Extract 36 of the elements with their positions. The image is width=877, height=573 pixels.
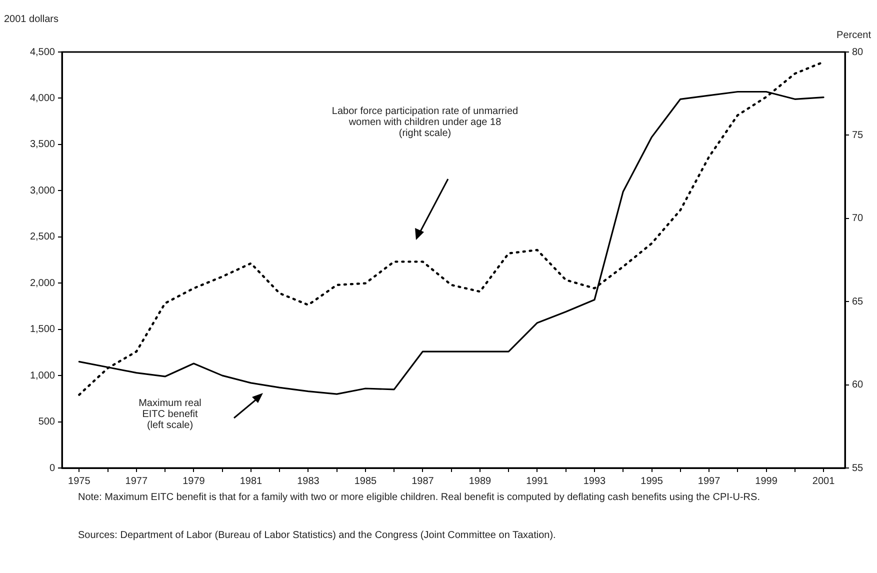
- y2-tick-label: 70: [852, 213, 864, 224]
- y2-tick-label: 60: [852, 380, 864, 391]
- x-tick-label: 1991: [526, 476, 549, 487]
- x-tick-label: 1977: [125, 476, 148, 487]
- x-tick-label: 1983: [297, 476, 320, 487]
- y2-tick-label: 65: [852, 296, 864, 308]
- y2-axis-title: Percent: [836, 30, 871, 41]
- x-tick-label: 1997: [698, 476, 721, 487]
- y2-tick-label: 55: [852, 462, 864, 474]
- x-tick-label: 1987: [412, 476, 434, 487]
- x-tick-label: 1979: [182, 476, 206, 487]
- x-tick-label: 1993: [583, 476, 606, 487]
- x-tick-label: 1995: [640, 476, 664, 487]
- annotation: Labor force participation rate of unmarried women with children under age 18 (right scale): [330, 106, 520, 139]
- y-axis-title: 2001 dollars: [4, 14, 58, 25]
- y-tick-label: 1,500: [30, 324, 56, 336]
- x-tick-label: 1989: [468, 476, 492, 487]
- text: Note: Maximum EITC benefit is that for a family with two or more eligible children. Real benefit is computed by deflating cash benefits using the CPI-U-RS.: [78, 492, 761, 503]
- annotation: Maximum real EITC benefit (left scale): [138, 398, 202, 431]
- x-tick-label: 1985: [354, 476, 378, 487]
- y-tick-label: 4,000: [30, 92, 56, 104]
- y-tick-label: 0: [49, 462, 56, 474]
- y-tick-label: 1,000: [30, 370, 56, 382]
- y-tick-label: 2,500: [30, 232, 56, 243]
- x-tick-label: 1975: [68, 476, 91, 487]
- y-tick-label: 3,000: [30, 185, 56, 196]
- y2-tick-label: 80: [852, 46, 864, 58]
- y-tick-label: 2,000: [30, 278, 56, 289]
- x-tick-label: 1999: [755, 476, 778, 487]
- x-tick-label: 1981: [240, 476, 263, 487]
- source-note: Sources: Department of Labor (Bureau of Labor Statistics) and the Congress (Joint Committee on Taxation).: [78, 530, 557, 541]
- y-tick-label: 500: [38, 416, 56, 428]
- y-tick-label: 4,500: [30, 46, 56, 58]
- x-tick-label: 2001: [812, 476, 836, 487]
- y-tick-label: 3,500: [30, 139, 56, 150]
- y2-tick-label: 75: [852, 130, 864, 141]
